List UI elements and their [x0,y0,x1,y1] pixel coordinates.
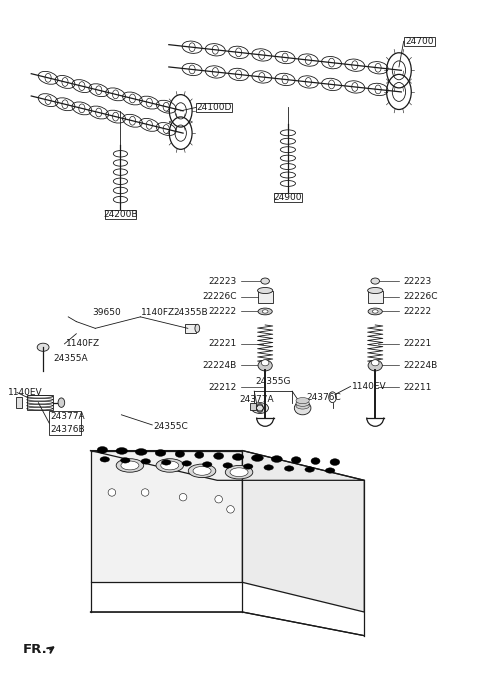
Ellipse shape [37,343,49,351]
Ellipse shape [291,457,301,464]
Text: 24355C: 24355C [154,422,189,431]
Ellipse shape [372,310,378,313]
Text: 24355G: 24355G [255,377,291,385]
Bar [16,397,23,408]
Text: 22222: 22222 [208,307,237,316]
Ellipse shape [296,400,309,407]
Bar [258,291,273,302]
Ellipse shape [161,461,179,470]
Ellipse shape [325,468,335,473]
Ellipse shape [135,449,147,456]
Ellipse shape [116,459,144,472]
Ellipse shape [296,403,309,409]
Ellipse shape [188,464,216,477]
Text: 24900: 24900 [274,193,302,202]
Ellipse shape [368,287,383,294]
Text: 22224B: 22224B [203,361,237,370]
Ellipse shape [179,494,187,501]
Ellipse shape [121,461,139,470]
Ellipse shape [264,464,274,470]
Ellipse shape [372,360,379,366]
Ellipse shape [230,468,248,477]
Bar [27,395,53,410]
Ellipse shape [203,462,212,467]
Ellipse shape [214,453,224,460]
Ellipse shape [294,401,311,415]
Ellipse shape [100,457,109,462]
Ellipse shape [243,464,253,469]
Ellipse shape [141,459,151,464]
Text: 22226C: 22226C [404,292,438,301]
Ellipse shape [330,459,340,465]
Ellipse shape [262,310,268,313]
Text: 24377A: 24377A [240,394,274,404]
Text: 24376C: 24376C [306,393,341,402]
Ellipse shape [223,463,232,468]
Text: FR.: FR. [23,643,48,656]
Text: 24700: 24700 [405,37,433,46]
Ellipse shape [141,489,149,496]
Text: 22221: 22221 [208,339,237,348]
Text: 39650: 39650 [92,308,120,317]
Ellipse shape [261,278,269,284]
Ellipse shape [182,461,192,466]
Polygon shape [91,451,364,480]
Text: 22223: 22223 [208,276,237,285]
Text: 22224B: 22224B [404,361,438,370]
Ellipse shape [368,360,383,371]
Ellipse shape [305,466,314,472]
Ellipse shape [311,458,320,464]
Ellipse shape [252,402,268,413]
Text: 22222: 22222 [404,307,432,316]
Text: 22221: 22221 [404,339,432,348]
Text: 1140EV: 1140EV [8,388,42,397]
Text: 22226C: 22226C [202,292,237,301]
Ellipse shape [261,360,269,366]
Text: 24377A: 24377A [51,412,85,422]
Text: 24355B: 24355B [174,308,208,317]
Ellipse shape [58,398,65,407]
Ellipse shape [195,452,204,458]
Ellipse shape [252,455,264,462]
Text: 1140FZ: 1140FZ [141,308,176,317]
Ellipse shape [97,447,108,454]
Text: 1140EV: 1140EV [351,382,386,391]
Polygon shape [91,451,242,582]
Ellipse shape [227,506,234,513]
Text: 1140FZ: 1140FZ [66,339,100,349]
Ellipse shape [258,308,272,315]
Ellipse shape [161,460,171,465]
Polygon shape [242,451,364,612]
Ellipse shape [175,451,185,458]
Ellipse shape [120,458,130,463]
Text: 24376B: 24376B [51,425,85,434]
Ellipse shape [215,496,222,503]
Ellipse shape [156,459,183,472]
Ellipse shape [116,447,128,454]
Text: 24100D: 24100D [196,103,231,112]
Bar [185,323,196,333]
Ellipse shape [271,456,282,462]
Ellipse shape [368,308,383,315]
Text: 24355A: 24355A [54,353,88,362]
Ellipse shape [296,398,309,404]
Ellipse shape [195,324,200,332]
Text: 24200B: 24200B [103,210,138,219]
Ellipse shape [371,278,380,284]
Ellipse shape [258,360,272,371]
Bar [49,411,81,435]
Ellipse shape [258,287,273,294]
Text: 22211: 22211 [404,383,432,392]
Ellipse shape [155,449,166,456]
Ellipse shape [285,466,294,471]
Ellipse shape [193,466,211,475]
Text: 22212: 22212 [208,383,237,392]
Text: 22223: 22223 [404,276,432,285]
Ellipse shape [108,489,116,496]
Ellipse shape [232,454,244,460]
Bar [368,291,383,302]
Bar [251,403,256,410]
Ellipse shape [225,465,253,479]
